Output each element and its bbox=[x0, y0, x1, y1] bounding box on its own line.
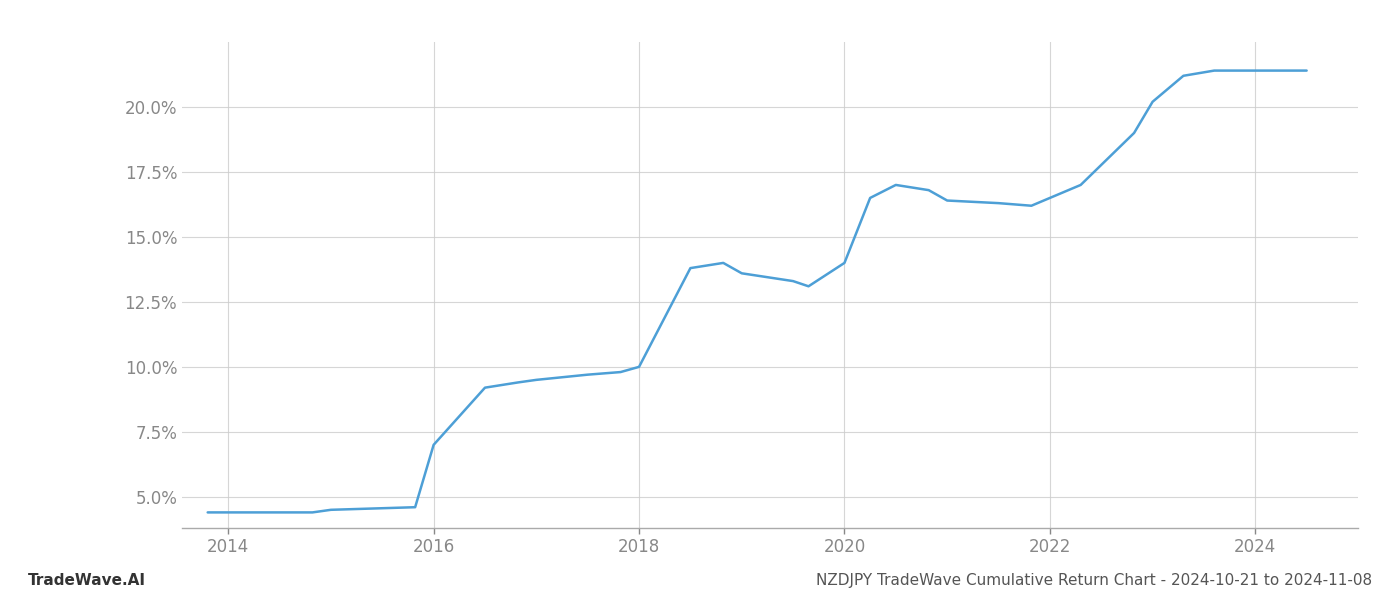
Text: TradeWave.AI: TradeWave.AI bbox=[28, 573, 146, 588]
Text: NZDJPY TradeWave Cumulative Return Chart - 2024-10-21 to 2024-11-08: NZDJPY TradeWave Cumulative Return Chart… bbox=[816, 573, 1372, 588]
